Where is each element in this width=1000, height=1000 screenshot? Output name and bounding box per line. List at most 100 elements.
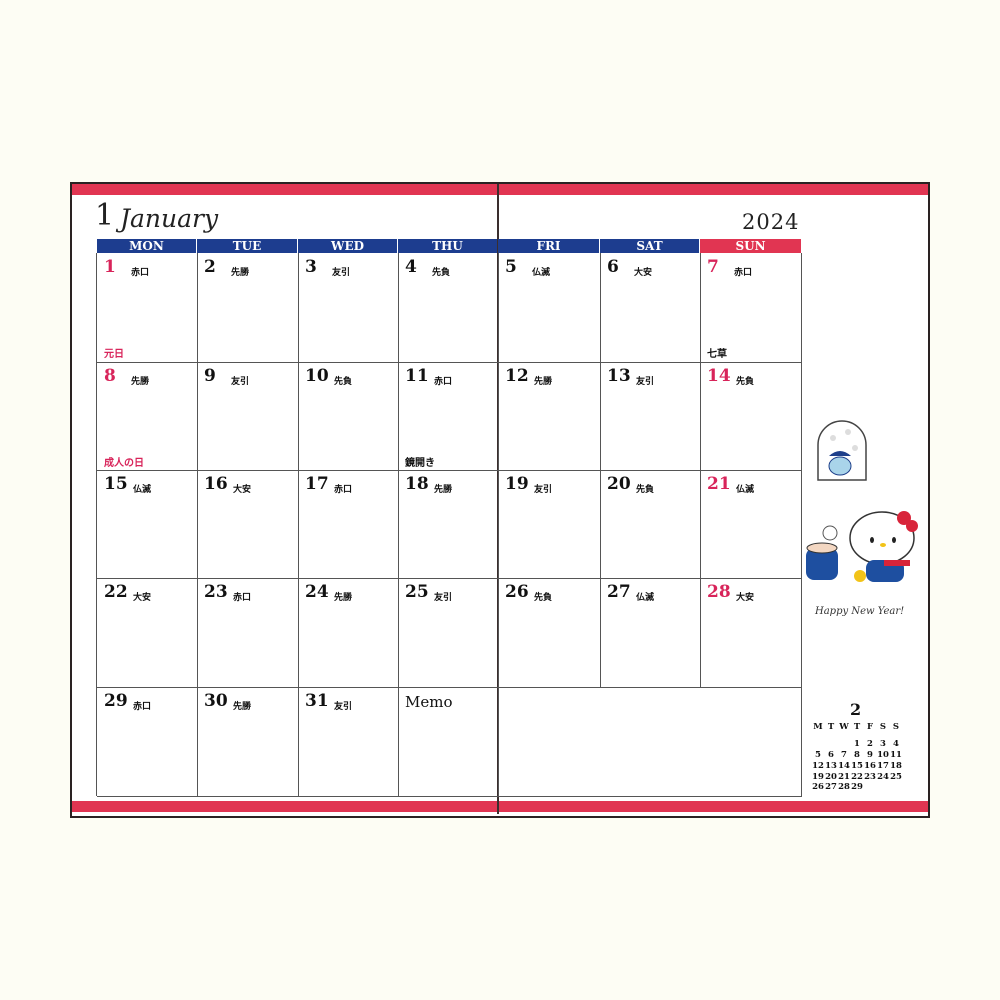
holiday: 元日: [104, 349, 124, 360]
date: 17: [305, 474, 329, 494]
day-cell: [197, 687, 299, 797]
weekday-header: SAT: [600, 239, 699, 253]
date: 23: [204, 582, 228, 602]
date: 16: [204, 474, 228, 494]
mini-day: 23: [864, 772, 876, 782]
date: 28: [707, 582, 731, 602]
weekday-header: TUE: [197, 239, 297, 253]
day-cell: [700, 253, 802, 363]
date: 3: [305, 257, 317, 277]
weekday-header: THU: [398, 239, 497, 253]
day-cell: [197, 578, 299, 688]
date: 4: [405, 257, 417, 277]
rokuyo: 先負: [736, 377, 755, 387]
day-cell: [498, 362, 601, 471]
day-cell: [197, 470, 299, 579]
day-cell: [700, 687, 802, 797]
mini-day: 20: [825, 772, 837, 782]
mini-month: 2: [850, 700, 862, 719]
rokuyo: 先勝: [131, 377, 150, 387]
month-number: 1: [95, 198, 115, 233]
rokuyo: 友引: [636, 377, 655, 387]
mini-day: 2: [867, 739, 873, 749]
date: 27: [607, 582, 631, 602]
mini-day: 19: [812, 772, 824, 782]
date: 7: [707, 257, 719, 277]
mini-day: 10: [877, 750, 889, 760]
date: 31: [305, 691, 329, 711]
date: 8: [104, 366, 116, 386]
mini-day: 12: [812, 761, 824, 771]
day-cell: [600, 362, 701, 471]
rokuyo: 先勝: [231, 268, 250, 278]
rokuyo: 赤口: [131, 268, 150, 278]
day-cell: [600, 470, 701, 579]
mini-day: 8: [854, 750, 860, 760]
date: 13: [607, 366, 631, 386]
day-cell: [298, 362, 399, 471]
day-cell: [498, 578, 601, 688]
date: 12: [505, 366, 529, 386]
date: 9: [204, 366, 216, 386]
rokuyo: 友引: [332, 268, 351, 278]
mini-day: 3: [880, 739, 886, 749]
rokuyo: 赤口: [734, 268, 753, 278]
illustration: [806, 420, 918, 582]
rokuyo: 先勝: [233, 702, 252, 712]
day-cell: [398, 578, 499, 688]
weekday-header: FRI: [498, 239, 599, 253]
rokuyo: 仏滅: [532, 268, 551, 278]
mini-day: 16: [864, 761, 876, 771]
mini-weekday: T: [827, 722, 835, 732]
date: 18: [405, 474, 429, 494]
mini-day: 21: [838, 772, 850, 782]
date: 21: [707, 474, 731, 494]
planner: [70, 182, 930, 818]
mini-day: 17: [877, 761, 889, 771]
day-cell: [97, 470, 198, 579]
mini-day: 11: [890, 750, 902, 760]
day-cell: [600, 253, 701, 363]
day-cell: [197, 253, 299, 363]
year: 2024: [742, 210, 800, 234]
rokuyo: 大安: [634, 268, 653, 278]
day-cell: [97, 253, 198, 363]
date: 22: [104, 582, 128, 602]
rokuyo: 先負: [334, 377, 353, 387]
day-cell: [97, 362, 198, 471]
day-cell: [398, 362, 499, 471]
mini-day: 1: [854, 739, 860, 749]
day-cell: [298, 578, 399, 688]
date: 26: [505, 582, 529, 602]
mini-day: 6: [828, 750, 834, 760]
month-name: January: [120, 204, 219, 233]
rokuyo: 仏滅: [133, 485, 152, 495]
day-cell: [97, 578, 198, 688]
rokuyo: 仏滅: [636, 593, 655, 603]
date: 11: [405, 366, 429, 386]
day-cell: [498, 253, 601, 363]
rokuyo: 友引: [334, 702, 353, 712]
mini-day: 28: [838, 782, 850, 792]
date: 19: [505, 474, 529, 494]
day-cell: [298, 253, 399, 363]
day-cell: [498, 687, 601, 797]
date: 2: [204, 257, 216, 277]
date: 1: [104, 257, 116, 277]
rokuyo: 赤口: [334, 485, 353, 495]
top-strip: [72, 184, 928, 195]
mini-day: 22: [851, 772, 863, 782]
rokuyo: 先勝: [534, 377, 553, 387]
rokuyo: 赤口: [434, 377, 453, 387]
date: 6: [607, 257, 619, 277]
mini-weekday: M: [813, 722, 823, 732]
weekday-header: MON: [97, 239, 196, 253]
day-cell: [700, 470, 802, 579]
rokuyo: 先勝: [334, 593, 353, 603]
rokuyo: 赤口: [233, 593, 252, 603]
mini-weekday: S: [892, 722, 900, 732]
rokuyo: 友引: [434, 593, 453, 603]
mini-day: 29: [851, 782, 863, 792]
holiday: 成人の日: [104, 458, 144, 469]
